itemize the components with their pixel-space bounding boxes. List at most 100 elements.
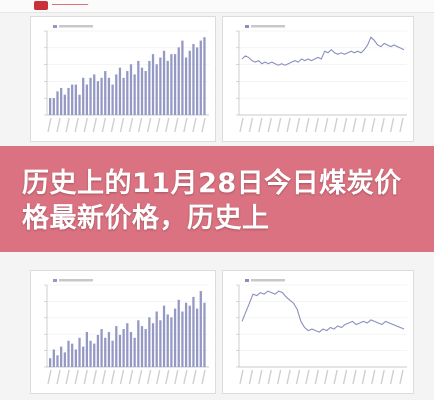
bar — [60, 346, 63, 367]
bar — [137, 320, 140, 367]
headline-banner: 历史上的11月28日今日煤炭价格最新价格，历史上 — [0, 146, 434, 252]
x-tick-mark — [201, 117, 206, 133]
x-tick-mark — [92, 369, 97, 385]
x-tick-mark — [165, 369, 170, 385]
x-tick-mark — [83, 117, 88, 133]
x-tick-mark — [74, 369, 79, 385]
bar — [71, 84, 74, 115]
bar — [129, 331, 133, 367]
x-tick-mark — [110, 369, 116, 385]
bar — [177, 47, 180, 115]
bar — [89, 340, 92, 367]
x-tick-mark — [74, 117, 79, 133]
bar — [104, 71, 107, 115]
x-tick-mark — [137, 117, 143, 133]
x-tick-mark — [333, 117, 338, 133]
x-tick-mark — [267, 369, 272, 385]
x-tick-mark — [92, 117, 97, 133]
bar — [85, 331, 89, 367]
x-tick-mark — [286, 117, 291, 133]
bar — [74, 349, 77, 367]
bar — [82, 346, 85, 367]
bar — [144, 71, 147, 115]
bar — [170, 54, 173, 115]
x-tick-mark — [286, 369, 291, 385]
bar — [49, 98, 52, 115]
chart-panel-bottom-right — [222, 270, 414, 394]
x-tick-mark — [389, 369, 395, 385]
bar — [151, 323, 155, 367]
x-tick-mark — [380, 117, 385, 133]
bar — [100, 329, 103, 367]
x-tick-mark — [239, 117, 244, 133]
legend-text-stub — [59, 25, 93, 28]
x-tick-mark — [399, 369, 404, 385]
x-tick-mark — [276, 369, 282, 385]
x-tick-mark — [352, 117, 357, 133]
x-tick-mark — [258, 369, 263, 385]
bar — [166, 314, 169, 367]
bar — [129, 64, 133, 115]
bar — [52, 349, 55, 367]
bar — [166, 60, 169, 115]
x-tick-mark — [165, 117, 170, 133]
bar — [63, 94, 66, 115]
x-tick-mark — [119, 117, 125, 133]
x-tick-mark — [305, 117, 310, 133]
x-tick-mark — [352, 369, 357, 385]
headline-text: 历史上的11月28日今日煤炭价格最新价格，历史上 — [22, 168, 402, 234]
bar — [181, 311, 184, 367]
bar — [60, 87, 63, 115]
bar — [74, 84, 77, 115]
bar — [93, 343, 96, 367]
x-tick-mark — [324, 369, 329, 385]
chart-svg — [236, 279, 407, 385]
bar — [199, 291, 202, 367]
bar — [118, 67, 122, 115]
x-tick-mark — [56, 117, 61, 133]
x-tick-mark — [83, 369, 88, 385]
bar — [203, 302, 206, 367]
x-tick-mark — [65, 117, 70, 133]
bar — [89, 77, 92, 115]
bar — [192, 296, 195, 367]
bar — [111, 84, 114, 115]
document-header-strip: ━━━━━━━━━━━━━━━ — [0, 0, 434, 13]
x-tick-mark — [47, 117, 52, 133]
legend-text-stub — [251, 279, 285, 282]
x-tick-mark — [389, 117, 395, 133]
bar — [173, 308, 177, 367]
x-tick-mark — [128, 369, 134, 385]
x-tick-mark — [371, 369, 376, 385]
x-tick-mark — [314, 369, 319, 385]
bar — [159, 320, 162, 367]
x-tick-mark — [56, 369, 61, 385]
bar — [96, 334, 100, 367]
x-tick-mark — [239, 369, 244, 385]
bar — [122, 329, 125, 367]
bar — [188, 305, 191, 367]
x-tick-mark — [267, 117, 272, 133]
bar — [56, 355, 59, 367]
x-tick-mark — [201, 369, 206, 385]
series-line — [241, 290, 405, 333]
x-tick-mark — [324, 117, 329, 133]
chart-panel-top-left — [30, 16, 216, 142]
x-tick-mark — [110, 117, 116, 133]
x-tick-mark — [156, 369, 161, 385]
legend-swatch — [245, 279, 249, 282]
bar — [148, 317, 151, 367]
bar — [126, 323, 129, 367]
brand-logo-text: ━━━━━━━━━━━━━━━ — [52, 2, 89, 7]
x-tick-mark — [101, 117, 107, 133]
x-tick-mark — [65, 369, 70, 385]
bar — [177, 299, 180, 367]
x-tick-mark — [192, 117, 197, 133]
x-tick-mark — [183, 117, 188, 133]
x-tick-mark — [258, 117, 263, 133]
bar — [192, 43, 195, 116]
x-tick-mark — [146, 117, 152, 133]
bar — [144, 329, 147, 367]
chart-panel-bottom-left — [30, 270, 216, 394]
bar — [184, 302, 188, 367]
